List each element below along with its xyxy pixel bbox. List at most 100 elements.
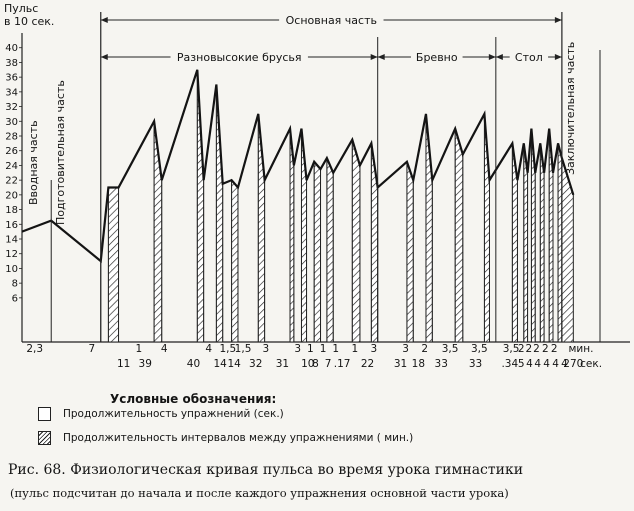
x-axis-labels: 2,3 7 1 4 4 1,51,5 3 3 1 1 1 1 3 3 2 3,5 3,5 3,52 2 2 2 2 мин.…	[26, 343, 602, 370]
duration-label: 3	[263, 343, 270, 355]
y-tick-label: 26	[5, 146, 18, 157]
duration-label: 3	[371, 343, 378, 355]
header-main-part-arrow-right	[554, 17, 562, 23]
exercise-label: 4	[543, 358, 550, 370]
header-subsection-0-arrow-right	[370, 54, 378, 60]
legend-item-interval: Продолжительность интервалов между упраж…	[38, 430, 413, 446]
exercise-label: 18	[412, 358, 425, 370]
exercise-label: 4	[561, 358, 568, 370]
duration-label: 3	[402, 343, 409, 355]
interval-bar	[313, 160, 322, 343]
y-tick-label: 38	[5, 58, 18, 69]
duration-label: 2	[542, 343, 549, 355]
duration-label: 2	[518, 343, 525, 355]
label-final-part: Заключительная часть	[564, 42, 577, 175]
legend-label-exercise: Продолжительность упражнений (сек.)	[63, 408, 284, 420]
duration-label: 2	[526, 343, 533, 355]
duration-label: 1	[307, 343, 314, 355]
duration-label: 3	[294, 343, 301, 355]
y-tick-label: 30	[5, 117, 18, 128]
duration-label: 2	[551, 343, 558, 355]
exercise-label: .17	[334, 358, 351, 370]
interval-bar	[351, 139, 361, 343]
header-subsection-0-arrow-left	[100, 54, 108, 60]
header-main-part-label: Основная часть	[286, 14, 377, 27]
header-subsection-0-label: Разновысокие брусья	[177, 51, 302, 64]
pulse-curve	[21, 69, 575, 342]
legend-swatch-blank	[38, 407, 51, 421]
y-tick-label: 36	[5, 73, 18, 84]
exercise-label: 32	[249, 358, 262, 370]
interval-bar	[539, 143, 545, 343]
y-tick-label: 14	[5, 235, 18, 246]
legend-title: Условные обозначения:	[110, 392, 277, 406]
exercise-label: 39	[139, 358, 152, 370]
exercise-label: 7	[325, 358, 332, 370]
y-tick-label: 18	[5, 205, 18, 216]
exercise-label: 5	[518, 358, 525, 370]
section-markers: Основная часть Разновысокие брусья Бревно С…	[27, 12, 577, 342]
duration-label: 1	[332, 343, 339, 355]
plot-frame	[21, 33, 630, 343]
duration-label: 4	[161, 343, 168, 355]
y-tick-label: 40	[5, 43, 18, 54]
exercise-label: 4	[534, 358, 541, 370]
legend-item-exercise: Продолжительность упражнений (сек.)	[38, 406, 284, 422]
header-subsection-1-arrow-left	[377, 54, 385, 60]
y-tick-label: 24	[5, 161, 18, 172]
interval-bars	[107, 69, 574, 343]
duration-label: мин.	[568, 343, 593, 355]
figure-caption: Рис. 68. Физиологическая кривая пульса в…	[8, 462, 524, 478]
interval-bar	[370, 143, 379, 343]
interval-bar	[326, 157, 334, 343]
interval-bar	[107, 187, 120, 343]
exercise-label: 22	[361, 358, 374, 370]
duration-label: 2	[421, 343, 428, 355]
exercise-label: 14	[227, 358, 241, 370]
duration-label: 3,5	[442, 343, 459, 355]
exercise-label: 31	[276, 358, 289, 370]
exercise-label: 33	[435, 358, 448, 370]
duration-label: 4	[205, 343, 212, 355]
duration-label: 3,5	[471, 343, 488, 355]
y-tick-label: 32	[5, 102, 18, 113]
header-subsection-1-arrow-right	[488, 54, 496, 60]
y-tick-label: 16	[5, 220, 18, 231]
duration-label: 1,5	[235, 343, 252, 355]
legend-label-interval: Продолжительность интервалов между упраж…	[63, 432, 414, 444]
header-subsection-2-arrow-left	[495, 54, 503, 60]
exercise-label: 33	[469, 358, 482, 370]
pulse-line	[21, 69, 575, 264]
exercise-label: сек.	[580, 358, 602, 370]
exercise-label: 4	[526, 358, 533, 370]
interval-bar	[523, 143, 529, 343]
y-tick-label: 28	[5, 132, 18, 143]
exercise-label: 11	[117, 358, 130, 370]
duration-label: 1	[351, 343, 358, 355]
interval-bar	[454, 128, 464, 343]
exercise-label: 10	[301, 358, 314, 370]
duration-label: 3,5	[503, 343, 520, 355]
exercise-label: 270	[563, 358, 583, 370]
y-tick-label: 22	[5, 176, 18, 187]
exercise-label: 4	[552, 358, 559, 370]
y-tick-label: 12	[5, 249, 18, 260]
figure-caption-note: (пульс подсчитан до начала и после каждо…	[10, 486, 509, 500]
duration-label: 7	[89, 343, 96, 355]
y-tick-label: 20	[5, 190, 18, 201]
exercise-label: 40	[187, 358, 200, 370]
exercise-label: 14	[213, 358, 227, 370]
y-tick-label: 8	[12, 279, 18, 290]
y-tick-label: 34	[5, 87, 18, 98]
interval-bar	[406, 161, 414, 343]
y-tick-label: 6	[12, 293, 18, 304]
legend-swatch-hatched	[38, 431, 51, 445]
header-main-part-arrow-left	[100, 17, 108, 23]
label-prep-part: Подготовительная часть	[54, 80, 67, 225]
duration-label: 1,5	[219, 343, 236, 355]
header-subsection-1-label: Бревно	[416, 51, 458, 64]
header-subsection-2-label: Стол	[515, 51, 543, 64]
pulse-chart: Пульс в 10 сек. 681012141618202224262830…	[4, 2, 630, 370]
y-tick-label: 10	[5, 264, 18, 275]
interval-bar	[231, 178, 239, 343]
